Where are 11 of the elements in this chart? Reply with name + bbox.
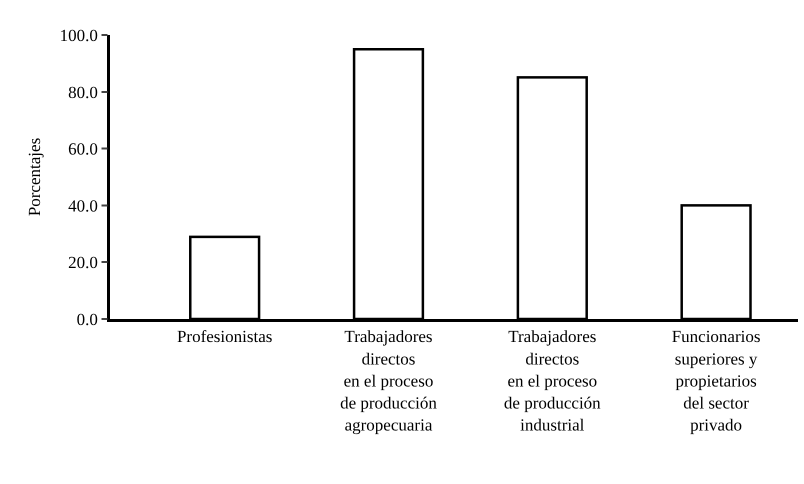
y-tick-label: 40.0 xyxy=(68,196,98,216)
y-tick-label: 20.0 xyxy=(68,253,98,272)
x-tick-label: Trabajadores directos en el proceso de producción agropecuaria xyxy=(340,327,438,435)
y-tick-label: 100.0 xyxy=(60,26,98,45)
x-tick-label: Funcionarios superiores y propietarios del sector privado xyxy=(672,327,760,435)
x-tick-label: Profesionistas xyxy=(176,327,272,346)
y-tick-label: 80.0 xyxy=(68,82,98,102)
y-tick-label: 0.0 xyxy=(76,310,98,329)
y-tick-label: 60.0 xyxy=(68,140,98,159)
x-tick-label: Trabajadores directos en el proceso de producción industrial xyxy=(504,327,602,435)
y-axis-title: Porcentajes xyxy=(25,138,44,216)
